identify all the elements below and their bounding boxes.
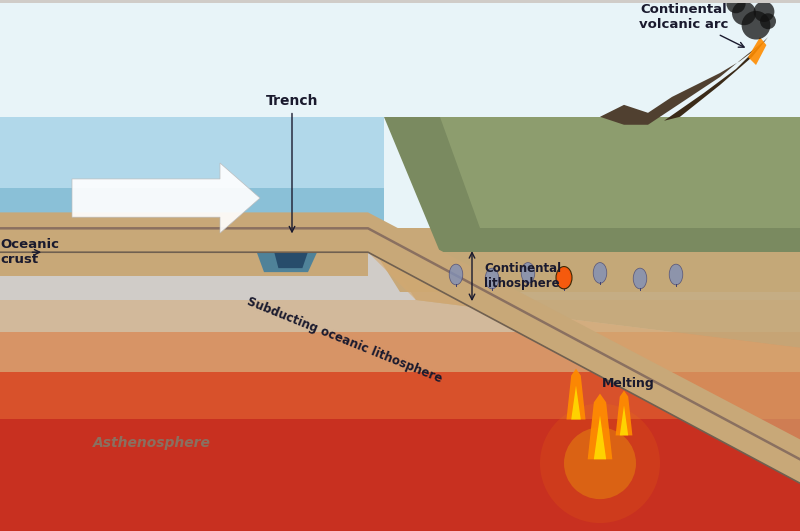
Ellipse shape xyxy=(558,268,570,289)
Polygon shape xyxy=(0,372,800,531)
Text: Asthenosphere: Asthenosphere xyxy=(93,436,211,450)
Ellipse shape xyxy=(556,267,572,289)
Polygon shape xyxy=(664,37,768,121)
Polygon shape xyxy=(0,300,800,372)
Polygon shape xyxy=(368,252,800,459)
Text: Continental
volcanic arc: Continental volcanic arc xyxy=(639,3,744,47)
Circle shape xyxy=(564,427,636,499)
Polygon shape xyxy=(0,332,800,419)
Circle shape xyxy=(754,1,774,22)
Polygon shape xyxy=(615,391,632,435)
Polygon shape xyxy=(571,386,581,419)
Polygon shape xyxy=(0,228,368,276)
Ellipse shape xyxy=(594,262,606,283)
Polygon shape xyxy=(588,393,612,459)
Polygon shape xyxy=(600,37,768,125)
Text: Oceanic
crust: Oceanic crust xyxy=(0,238,59,266)
Ellipse shape xyxy=(450,264,462,285)
Polygon shape xyxy=(566,369,586,419)
Circle shape xyxy=(540,404,660,523)
Polygon shape xyxy=(594,415,606,459)
Polygon shape xyxy=(384,252,800,348)
Polygon shape xyxy=(0,189,384,228)
Polygon shape xyxy=(440,117,800,228)
Polygon shape xyxy=(0,3,800,228)
Ellipse shape xyxy=(485,268,499,289)
Text: Subducting oceanic lithosphere: Subducting oceanic lithosphere xyxy=(245,295,443,385)
Text: Trench: Trench xyxy=(266,94,318,232)
Polygon shape xyxy=(268,228,316,268)
Circle shape xyxy=(760,13,776,29)
Ellipse shape xyxy=(634,268,646,289)
Polygon shape xyxy=(0,117,384,228)
Polygon shape xyxy=(0,212,800,483)
Polygon shape xyxy=(72,163,260,233)
Polygon shape xyxy=(384,117,800,252)
Circle shape xyxy=(732,1,756,25)
Polygon shape xyxy=(248,228,328,272)
Polygon shape xyxy=(620,406,628,435)
Circle shape xyxy=(726,0,746,13)
Text: Melting: Melting xyxy=(602,377,654,390)
Polygon shape xyxy=(360,228,800,292)
Ellipse shape xyxy=(522,262,534,283)
Circle shape xyxy=(742,11,770,39)
Polygon shape xyxy=(748,37,766,65)
Ellipse shape xyxy=(669,264,683,285)
Text: Continental
lithosphere: Continental lithosphere xyxy=(484,262,561,290)
